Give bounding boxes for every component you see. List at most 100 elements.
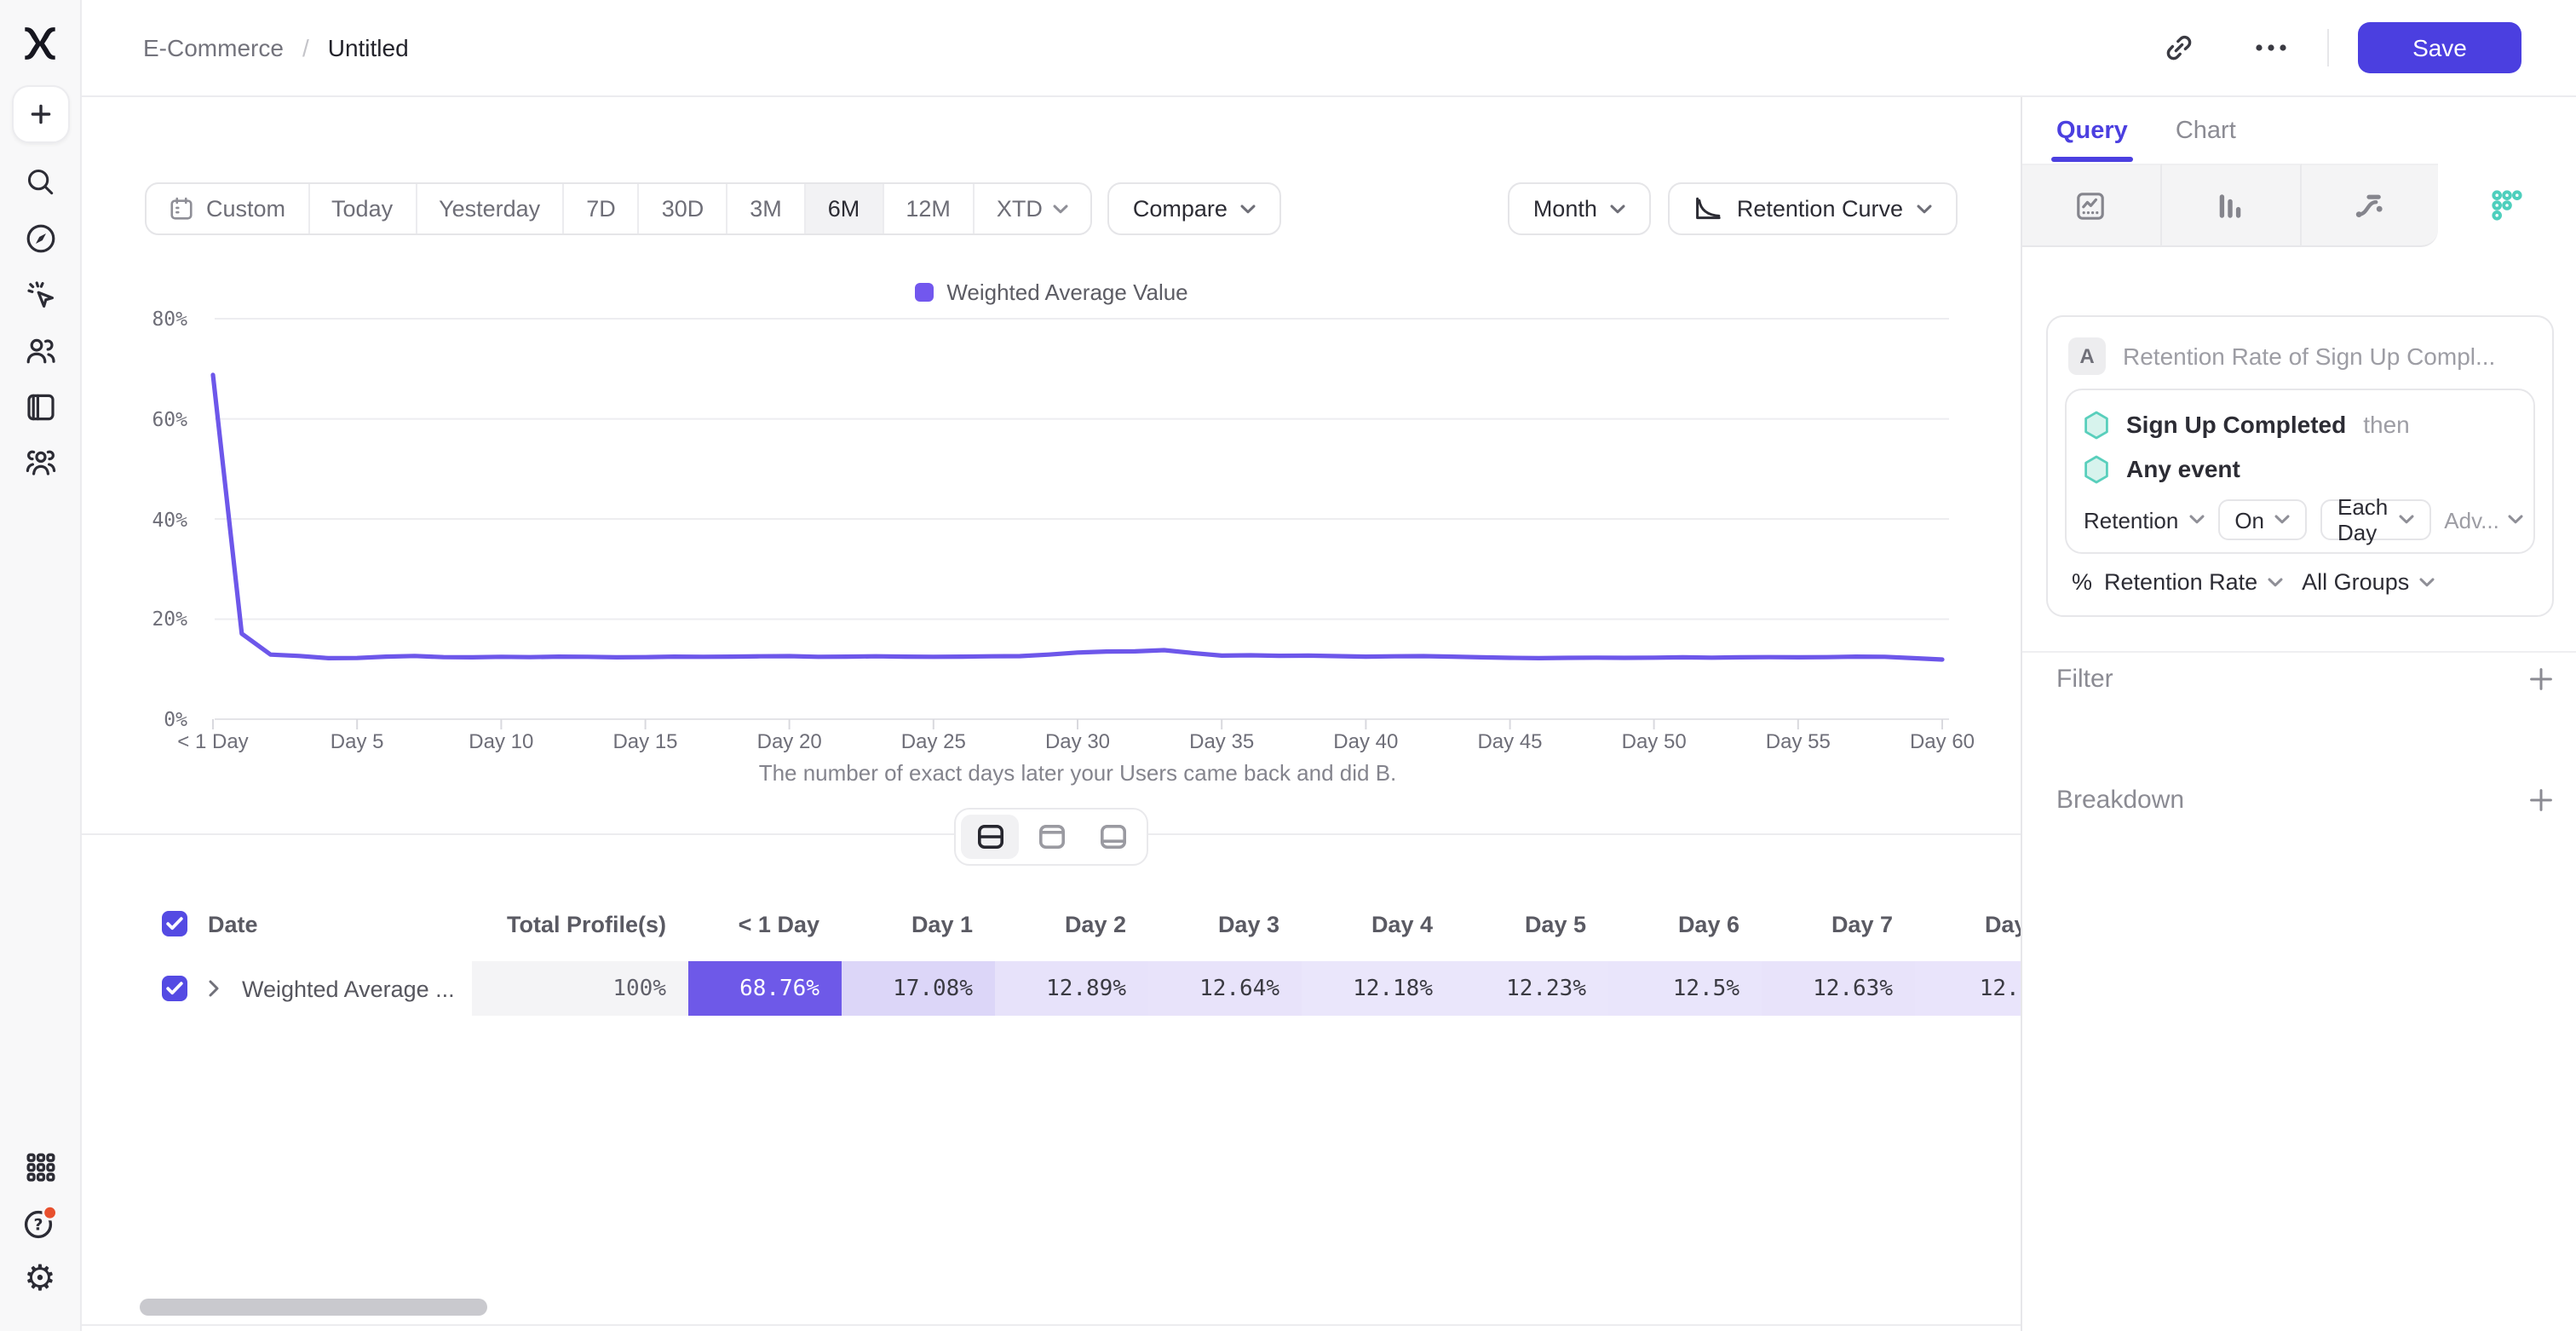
report-title[interactable]: Untitled bbox=[327, 34, 409, 61]
breadcrumb-project[interactable]: E-Commerce bbox=[143, 34, 284, 61]
date-range-custom[interactable]: Custom bbox=[147, 184, 310, 233]
date-range-xtd[interactable]: XTD bbox=[975, 184, 1090, 233]
x-axis-label: Day 45 bbox=[1477, 729, 1543, 753]
filter-label: Filter bbox=[2056, 665, 2113, 694]
column-header: Day 6 bbox=[1677, 911, 1739, 936]
chevron-down-icon bbox=[1917, 204, 1932, 214]
compare-button[interactable]: Compare bbox=[1107, 182, 1282, 235]
horizontal-scrollbar[interactable] bbox=[140, 1299, 487, 1316]
criteria-each-day[interactable]: Each Day bbox=[2320, 494, 2431, 545]
svg-text:?: ? bbox=[33, 1216, 43, 1235]
table-cell: 17.08% bbox=[842, 961, 995, 1016]
group-label: All Groups bbox=[2302, 569, 2410, 595]
add-breakdown-icon[interactable] bbox=[2528, 787, 2554, 813]
x-axis-label: Day 35 bbox=[1189, 729, 1255, 753]
group-dropdown[interactable]: All Groups bbox=[2302, 569, 2441, 595]
panel-tabs: Query Chart bbox=[2022, 97, 2236, 164]
tab-chart[interactable]: Chart bbox=[2175, 117, 2236, 144]
date-range-30d[interactable]: 30D bbox=[640, 184, 728, 233]
date-range-12m[interactable]: 12M bbox=[883, 184, 975, 233]
report-tab-retention[interactable] bbox=[2438, 164, 2576, 247]
table-row: Weighted Average ... 100% 68.76% 17.08% 12.8… bbox=[82, 961, 2021, 1016]
search-icon[interactable] bbox=[13, 153, 67, 210]
calendar-icon bbox=[169, 196, 194, 222]
users-icon[interactable] bbox=[13, 322, 67, 378]
board-icon[interactable] bbox=[13, 378, 67, 435]
chart-toolbar: Month Retention Curve bbox=[1507, 182, 1958, 235]
metric-label: Retention Rate bbox=[2104, 569, 2258, 595]
row-expander-icon[interactable] bbox=[208, 979, 220, 998]
date-range-label: Yesterday bbox=[439, 196, 541, 222]
table-header: Date Total Profile(s) < 1 Day Day 1 Day 2 Day… bbox=[82, 895, 2021, 953]
legend-item[interactable]: Weighted Average Value bbox=[914, 279, 1188, 305]
x-axis-label: Day 20 bbox=[756, 729, 822, 753]
x-axis-label: Day 25 bbox=[900, 729, 966, 753]
settings-icon[interactable]: ⚙ bbox=[24, 1258, 56, 1299]
legend-label: Weighted Average Value bbox=[946, 279, 1188, 305]
chevron-down-icon bbox=[2398, 515, 2413, 525]
chart-only-view-button[interactable] bbox=[1022, 815, 1080, 859]
column-header: Day 1 bbox=[911, 911, 973, 936]
plus-icon[interactable] bbox=[11, 85, 69, 143]
event-connector: then bbox=[2363, 411, 2410, 438]
step-letter-badge: A bbox=[2068, 337, 2106, 375]
save-button[interactable]: Save bbox=[2358, 22, 2521, 73]
chart-type-dropdown[interactable]: Retention Curve bbox=[1668, 182, 1958, 235]
x-axis-label: Day 40 bbox=[1333, 729, 1399, 753]
criteria-label: Adv... bbox=[2444, 507, 2499, 533]
view-toggle bbox=[954, 808, 1148, 866]
copy-link-icon[interactable] bbox=[2155, 24, 2203, 72]
y-axis-label: 20% bbox=[152, 607, 187, 631]
criteria-retention[interactable]: Retention bbox=[2084, 507, 2204, 533]
date-range-7d[interactable]: 7D bbox=[564, 184, 640, 233]
report-tab-insights[interactable] bbox=[2022, 164, 2162, 247]
table-only-view-button[interactable] bbox=[1084, 815, 1141, 859]
cursor-click-icon[interactable] bbox=[13, 266, 67, 322]
column-header: Day 2 bbox=[1064, 911, 1126, 936]
criteria-on[interactable]: On bbox=[2217, 499, 2307, 540]
help-icon[interactable]: ? bbox=[13, 1195, 67, 1251]
date-range-label: 30D bbox=[661, 196, 704, 222]
date-range-today[interactable]: Today bbox=[309, 184, 417, 233]
x-axis-label: Day 5 bbox=[330, 729, 384, 753]
cohorts-icon[interactable] bbox=[13, 435, 67, 491]
measurement-row: % Retention Rate All Groups bbox=[2072, 569, 2535, 595]
date-range-label: Today bbox=[331, 196, 394, 222]
tab-query[interactable]: Query bbox=[2051, 97, 2133, 164]
y-axis-label: 80% bbox=[152, 307, 187, 331]
mixpanel-logo[interactable] bbox=[19, 22, 61, 65]
chevron-down-icon bbox=[2419, 577, 2435, 587]
row-checkbox[interactable] bbox=[162, 976, 187, 1001]
query-step-header[interactable]: A Retention Rate of Sign Up Compl... bbox=[2068, 337, 2535, 375]
event-hexagon-icon bbox=[2084, 410, 2109, 439]
breadcrumb-separator: / bbox=[302, 34, 309, 61]
return-event-name: Any event bbox=[2126, 455, 2240, 482]
more-options-icon[interactable] bbox=[2247, 24, 2295, 72]
report-type-tabs bbox=[2022, 164, 2576, 247]
add-filter-icon[interactable] bbox=[2528, 666, 2554, 692]
criteria-label: Each Day bbox=[2337, 494, 2389, 545]
table-bottom-border bbox=[82, 1324, 2021, 1326]
metric-dropdown[interactable]: Retention Rate bbox=[2104, 569, 2290, 595]
chevron-down-icon bbox=[1241, 204, 1256, 214]
event-hexagon-icon bbox=[2084, 454, 2109, 483]
breakdown-label: Breakdown bbox=[2056, 786, 2185, 815]
report-tab-funnels[interactable] bbox=[2161, 164, 2301, 247]
row-name[interactable]: Weighted Average ... bbox=[242, 976, 455, 1001]
date-range-yesterday[interactable]: Yesterday bbox=[417, 184, 565, 233]
table-cell: 12.89% bbox=[995, 961, 1148, 1016]
split-view-button[interactable] bbox=[961, 815, 1019, 859]
return-event-row[interactable]: Any event bbox=[2084, 447, 2516, 491]
sidebar-top-icons bbox=[11, 85, 69, 491]
first-event-row[interactable]: Sign Up Completed then bbox=[2084, 402, 2516, 447]
table-cell: 12.18% bbox=[1302, 961, 1455, 1016]
granularity-dropdown[interactable]: Month bbox=[1507, 182, 1652, 235]
date-range-6m[interactable]: 6M bbox=[805, 184, 884, 233]
date-range-3m[interactable]: 3M bbox=[727, 184, 806, 233]
apps-grid-icon[interactable] bbox=[13, 1138, 67, 1195]
criteria-adv[interactable]: Adv... bbox=[2444, 507, 2523, 533]
compass-icon[interactable] bbox=[13, 210, 67, 266]
report-tab-flows[interactable] bbox=[2301, 164, 2439, 247]
select-all-checkbox[interactable] bbox=[162, 911, 187, 936]
